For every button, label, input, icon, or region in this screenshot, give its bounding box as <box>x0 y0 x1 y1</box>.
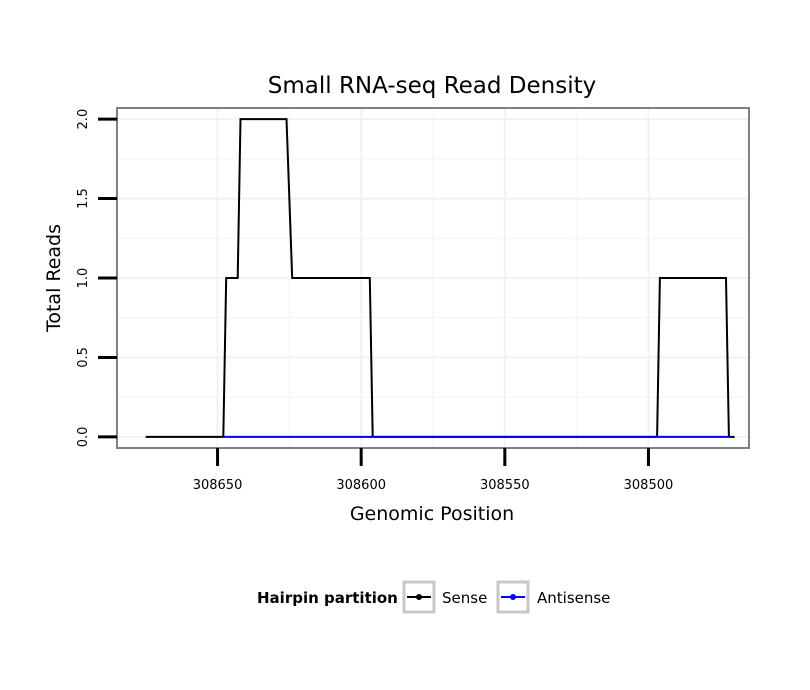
y-axis-title: Total Reads <box>43 224 65 333</box>
x-tick-label: 308500 <box>624 478 674 493</box>
x-tick-label: 308650 <box>193 478 243 493</box>
x-axis: 308650 308600 308550 308500 <box>193 448 674 493</box>
x-axis-title: Genomic Position <box>350 503 514 525</box>
y-tick-label: 1.5 <box>76 188 91 209</box>
y-tick-label: 0.5 <box>76 347 91 368</box>
legend-label-sense: Sense <box>442 589 487 607</box>
y-tick-label: 1.0 <box>76 268 91 289</box>
x-tick-label: 308550 <box>480 478 530 493</box>
series-line-sense <box>145 118 735 438</box>
legend-key-antisense <box>496 580 530 614</box>
grid <box>117 108 749 448</box>
legend-point-sense <box>416 594 422 600</box>
legend-label-antisense: Antisense <box>537 589 610 607</box>
y-tick-label: 2.0 <box>76 109 91 130</box>
legend-item-sense: Sense <box>402 580 487 614</box>
series-layer <box>145 118 735 438</box>
y-axis: 0.0 0.5 1.0 1.5 2.0 <box>76 109 117 447</box>
legend-point-antisense <box>510 594 516 600</box>
legend: Hairpin partition Sense Antisense <box>257 580 610 614</box>
chart-title: Small RNA-seq Read Density <box>268 73 597 99</box>
x-tick-label: 308600 <box>336 478 386 493</box>
legend-title: Hairpin partition <box>257 589 398 607</box>
y-tick-label: 0.0 <box>76 427 91 448</box>
legend-item-antisense: Antisense <box>496 580 610 614</box>
